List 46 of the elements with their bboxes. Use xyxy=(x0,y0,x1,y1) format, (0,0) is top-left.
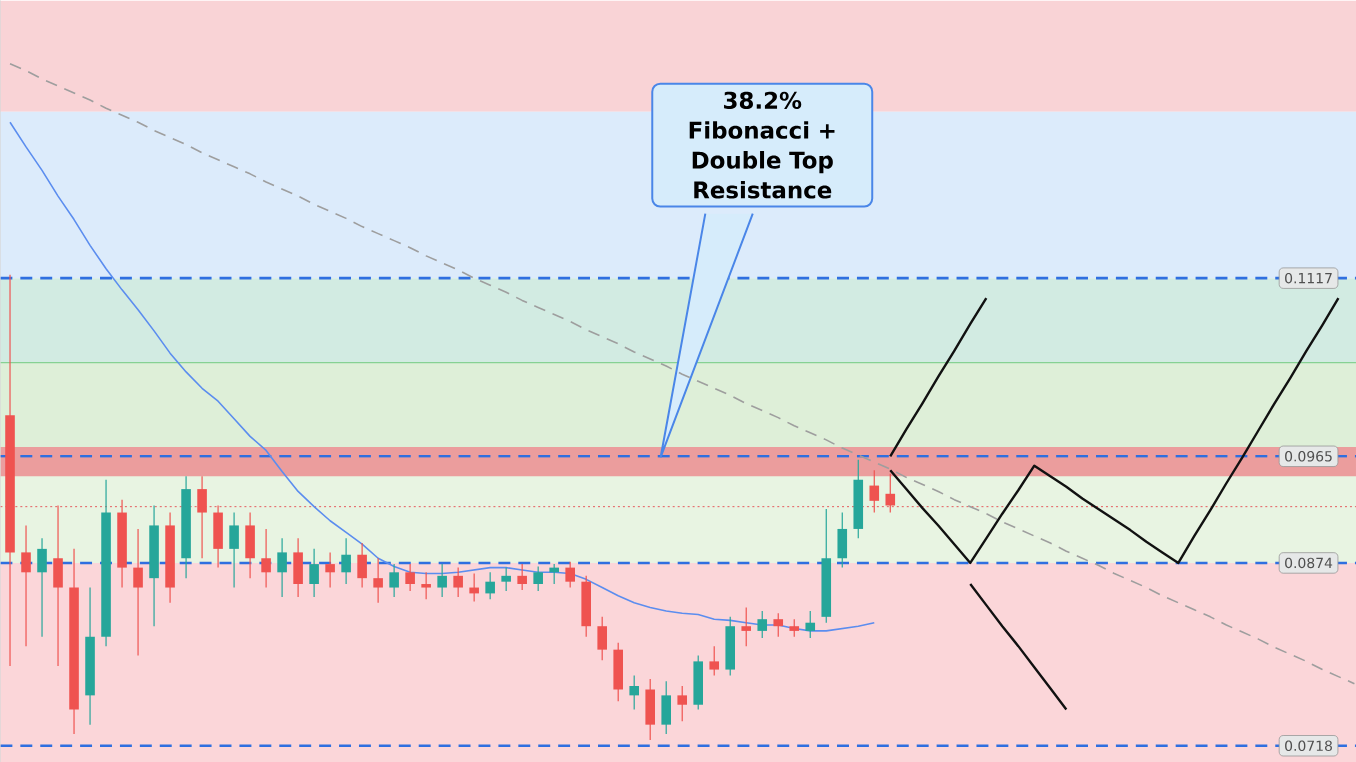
candlestick xyxy=(709,645,720,676)
candlestick xyxy=(533,565,543,592)
candlestick xyxy=(581,574,591,638)
candlestick xyxy=(597,615,607,661)
candlestick xyxy=(405,563,415,592)
line-series xyxy=(969,582,1068,711)
candlestick xyxy=(197,475,207,559)
candlestick xyxy=(229,511,239,588)
annotation: 38.2% Fibonacci + Double Top Resistance xyxy=(689,91,835,199)
line-series xyxy=(889,296,988,458)
candlestick xyxy=(357,542,367,588)
candlestick xyxy=(645,678,655,741)
candlestick xyxy=(325,551,335,588)
candlestick xyxy=(421,571,431,600)
candlestick xyxy=(725,615,736,676)
candlestick xyxy=(629,674,639,710)
candlestick xyxy=(277,537,287,598)
candlestick xyxy=(341,537,351,585)
candlestick xyxy=(741,606,752,647)
candlestick xyxy=(517,563,527,591)
candlestick xyxy=(805,610,816,639)
candlestick xyxy=(869,469,880,513)
candlestick xyxy=(389,563,399,598)
candlestick xyxy=(373,557,383,604)
candlestick xyxy=(309,547,319,598)
candlestick xyxy=(485,571,495,600)
candlestick xyxy=(613,641,623,702)
candlestick xyxy=(885,472,896,513)
candlestick xyxy=(293,537,303,598)
candlestick xyxy=(21,524,31,647)
candlestick xyxy=(37,537,47,638)
candlestick xyxy=(757,610,768,639)
candlestick xyxy=(773,612,784,638)
candlestick xyxy=(565,560,575,588)
candlestick xyxy=(661,680,672,735)
candlestick xyxy=(453,566,463,598)
candlestick xyxy=(437,563,447,598)
candlestick xyxy=(245,511,255,579)
candlestick xyxy=(53,504,63,667)
candlestick xyxy=(133,528,143,656)
candlestick xyxy=(213,504,223,568)
candlestick xyxy=(261,528,271,588)
candlestick xyxy=(693,654,704,710)
candlestick xyxy=(501,566,511,592)
candlestick xyxy=(837,511,848,568)
candlestick xyxy=(677,685,688,722)
